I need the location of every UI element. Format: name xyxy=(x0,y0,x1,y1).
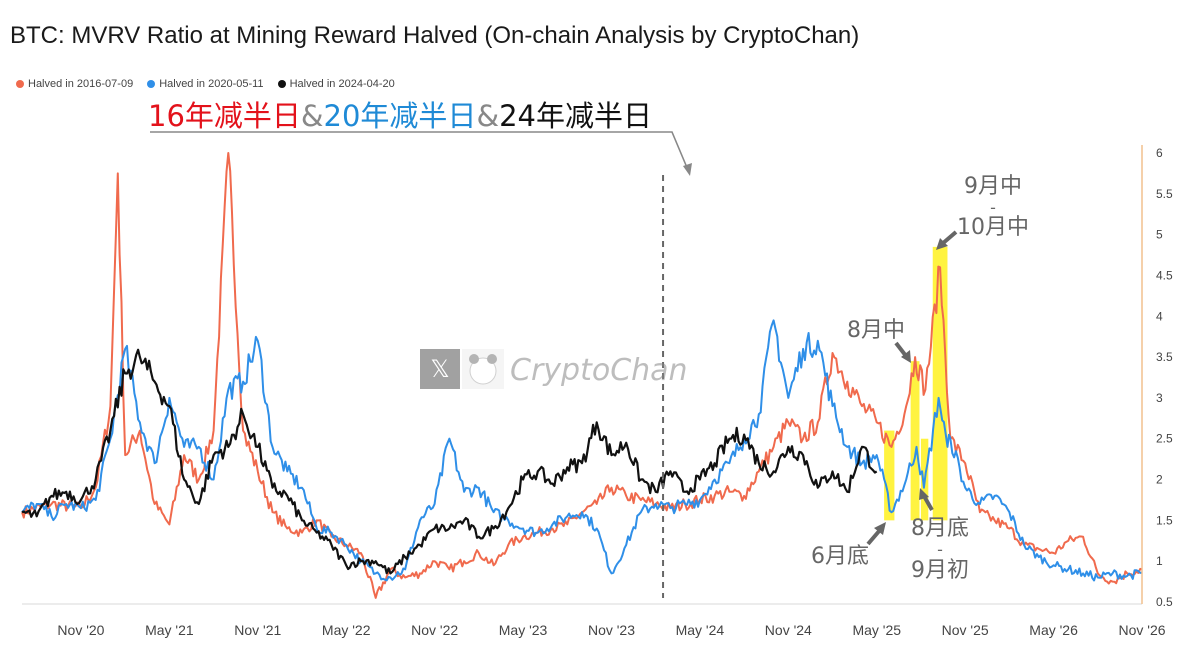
arrow-aug-end-head xyxy=(919,488,929,500)
x-tick-label: May '22 xyxy=(322,622,371,638)
headline-2020: 20年减半日 xyxy=(324,99,477,133)
arrow-jun-end xyxy=(866,528,882,546)
annotation-aug-end: 8月底 - 9月初 xyxy=(911,488,969,583)
anno-sep-dash: - xyxy=(990,198,996,217)
legend-item-2020[interactable]: Halved in 2020-05-11 xyxy=(147,78,264,90)
anno-oct-mid: 10月中 xyxy=(957,215,1029,240)
arrow-aug-mid-head xyxy=(901,350,911,363)
anno-sep-early: 9月初 xyxy=(911,558,969,583)
legend-dot-2016 xyxy=(16,80,24,88)
annotation-aug-mid: 8月中 xyxy=(847,318,911,363)
x-tick-label: Nov '20 xyxy=(57,622,104,638)
panda-face xyxy=(469,357,497,385)
headline-amp-2: & xyxy=(476,99,499,133)
watermark-brand: CryptoChan xyxy=(510,353,688,388)
chart-title: BTC: MVRV Ratio at Mining Reward Halved … xyxy=(10,22,860,49)
legend: Halved in 2016-07-09 Halved in 2020-05-1… xyxy=(16,78,395,90)
y-tick-label: 6 xyxy=(1156,146,1163,160)
anno-jun-end: 6月底 xyxy=(811,544,869,569)
panda-ear-right xyxy=(487,354,497,364)
headline-amp-1: & xyxy=(301,99,324,133)
arrow-aug-end xyxy=(922,495,934,511)
annotation-jun-end: 6月底 xyxy=(811,522,886,569)
y-tick-label: 1.5 xyxy=(1156,513,1173,527)
y-tick-label: 4.5 xyxy=(1156,268,1173,282)
x-tick-label: Nov '23 xyxy=(588,622,635,638)
x-logo-glyph: 𝕏 xyxy=(430,355,449,383)
y-tick-label: 4 xyxy=(1156,309,1163,323)
legend-dot-2024 xyxy=(277,80,286,88)
legend-label-2016: Halved in 2016-07-09 xyxy=(28,78,134,90)
y-tick-label: 0.5 xyxy=(1156,595,1173,609)
headline-2024: 24年减半日 xyxy=(499,99,652,133)
y-tick-label: 3.5 xyxy=(1156,350,1173,364)
legend-item-2024[interactable]: Halved in 2024-04-20 xyxy=(277,78,395,90)
x-logo-icon xyxy=(420,349,460,389)
arrow-jun-end-head xyxy=(874,522,886,535)
x-tick-label: May '26 xyxy=(1029,622,1078,638)
series-line-2 xyxy=(21,348,878,575)
headline-pointer xyxy=(150,131,689,171)
arrow-aug-mid xyxy=(894,341,908,358)
highlight-span-1 xyxy=(910,361,920,521)
legend-item-2016[interactable]: Halved in 2016-07-09 xyxy=(16,78,133,90)
watermark: 𝕏 CryptoChan xyxy=(420,349,688,389)
headline-pointer-head xyxy=(683,163,692,176)
x-tick-label: Nov '22 xyxy=(411,622,458,638)
x-tick-label: Nov '25 xyxy=(942,622,989,638)
y-tick-label: 2 xyxy=(1156,473,1163,487)
x-tick-label: May '23 xyxy=(499,622,548,638)
x-tick-layer: Nov '20 May '21 Nov '21 May '22 Nov '22 May '… xyxy=(57,622,1165,638)
legend-label-2020: Halved in 2020-05-11 xyxy=(159,78,264,90)
legend-label-2024: Halved in 2024-04-20 xyxy=(289,78,395,90)
anno-sep-mid: 9月中 xyxy=(964,174,1022,199)
anno-aug-end: 8月底 xyxy=(911,516,969,541)
annotation-sep-oct: 9月中 - 10月中 xyxy=(936,174,1029,250)
headline: 16年减半日&20年减半日&24年减半日 xyxy=(148,99,652,133)
y-tick-label: 5.5 xyxy=(1156,187,1173,201)
y-tick-label: 1 xyxy=(1156,554,1163,568)
x-tick-label: May '21 xyxy=(145,622,194,638)
x-tick-label: Nov '21 xyxy=(234,622,281,638)
series-line-0 xyxy=(21,152,1143,599)
arrow-sep-oct-head xyxy=(936,238,948,250)
x-tick-label: May '25 xyxy=(852,622,901,638)
series-layer xyxy=(21,152,1143,599)
highlight-span-0 xyxy=(884,430,895,521)
y-tick-label: 3 xyxy=(1156,391,1163,405)
anno-aug-mid: 8月中 xyxy=(847,318,905,343)
x-tick-label: Nov '26 xyxy=(1118,622,1165,638)
y-tick-layer: 6 5.5 5 4.5 4 3.5 3 2.5 2 1.5 1 0.5 xyxy=(1156,146,1173,609)
legend-dot-2020 xyxy=(147,80,156,88)
y-tick-label: 2.5 xyxy=(1156,432,1173,446)
x-tick-label: Nov '24 xyxy=(765,622,812,638)
arrow-sep-oct xyxy=(940,230,958,246)
y-tick-label: 5 xyxy=(1156,228,1163,242)
panda-ear-left xyxy=(469,354,479,364)
x-tick-label: May '24 xyxy=(676,622,725,638)
anno-aug-end-dash: - xyxy=(937,540,943,559)
headline-2016: 16年减半日 xyxy=(148,99,301,133)
